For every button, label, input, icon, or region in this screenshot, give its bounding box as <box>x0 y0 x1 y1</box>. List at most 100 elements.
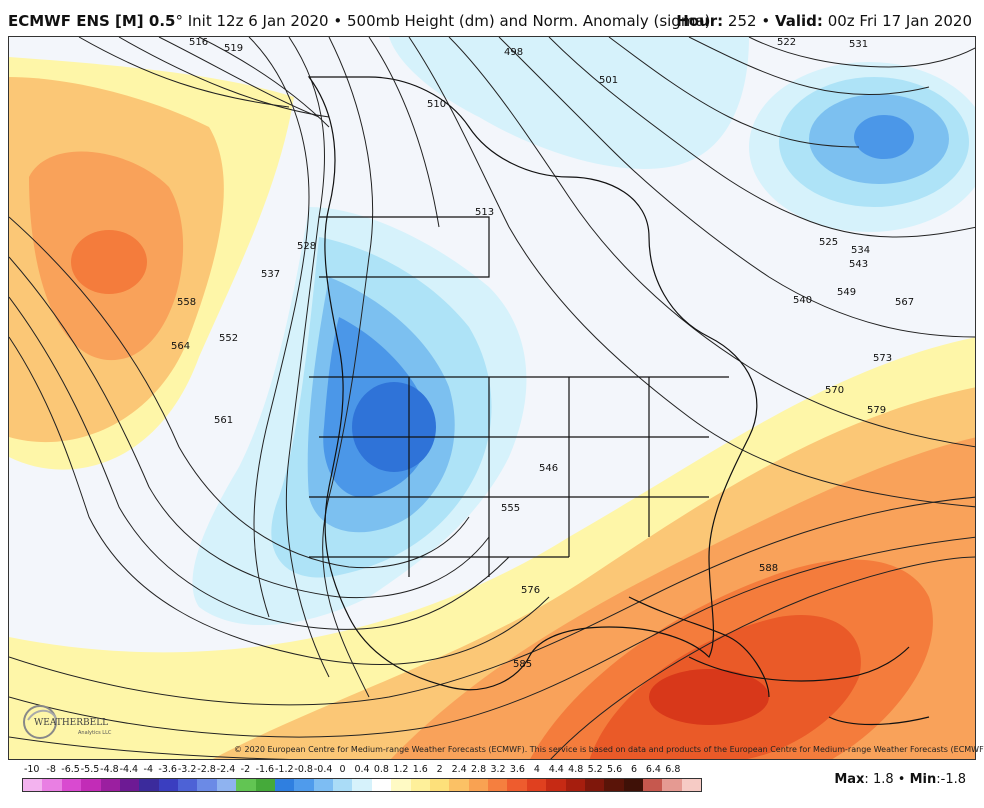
separator: • <box>761 12 771 30</box>
contour-label: 555 <box>501 503 520 514</box>
logo-text: WEATHERBELL <box>34 718 108 728</box>
colorbar-swatch <box>662 779 682 791</box>
warm-anomaly-west-core <box>71 230 147 294</box>
min-label: Min <box>909 772 937 787</box>
colorbar-tick-label: 3.2 <box>490 764 506 775</box>
colorbar-swatch <box>255 779 275 791</box>
colorbar-swatch <box>681 779 702 791</box>
colorbar-swatch <box>236 779 256 791</box>
contour-label: 519 <box>224 43 243 54</box>
colorbar-tick-label: 6.8 <box>665 764 681 775</box>
colorbar-tick-label: -1.6 <box>255 764 275 775</box>
colorbar-swatch <box>565 779 585 791</box>
valid-label: Valid: <box>774 12 823 30</box>
colorbar-tick-label: -4 <box>143 764 154 775</box>
colorbar-swatch <box>488 779 508 791</box>
contour-label: 576 <box>521 585 540 596</box>
colorbar-ticks: -10 -8 -6.5 -5.5 -4.8 -4.4 -4 -3.6 -3.2 -2.8 -2.4-… <box>16 764 706 778</box>
contour-label: 537 <box>261 269 280 280</box>
max-value: 1.8 <box>872 772 894 787</box>
colorbar-tick-label: -4.4 <box>119 764 139 775</box>
colorbar-swatch <box>604 779 624 791</box>
land-outlines <box>307 76 930 726</box>
chart-title: ECMWF ENS [M] 0.5° Init 12z 6 Jan 2020 •… <box>8 12 711 30</box>
contour-label: 528 <box>297 241 316 252</box>
colorbar-tick-label: 0 <box>339 764 346 775</box>
header: ECMWF ENS [M] 0.5° Init 12z 6 Jan 2020 •… <box>0 0 984 36</box>
colorbar-tick-label: -8 <box>46 764 56 775</box>
colorbar-swatch <box>429 779 450 791</box>
contour-label: 561 <box>214 415 233 426</box>
contour-label: 546 <box>539 463 558 474</box>
colorbar-tick-label: 4.4 <box>548 764 564 775</box>
contour-label: 573 <box>873 353 892 364</box>
contour-label: 567 <box>895 297 914 308</box>
warm-anomaly-core <box>649 669 769 725</box>
colorbar-swatch <box>352 779 372 791</box>
contour-label: 579 <box>867 405 886 416</box>
contour-label: 501 <box>599 75 618 86</box>
colorbar-swatch <box>81 779 101 791</box>
min-value: -1.8 <box>940 772 966 787</box>
colorbar-swatch <box>313 779 333 791</box>
contour-label: 585 <box>513 659 532 670</box>
colorbar-swatch <box>274 779 295 791</box>
colorbar-tick-label: 4.8 <box>568 764 584 775</box>
colorbar-swatch <box>468 779 488 791</box>
contour-label: 525 <box>819 237 838 248</box>
colorbar-swatch <box>449 779 469 791</box>
logo-subtext: Analytics LLC <box>78 730 112 736</box>
contour-label: 522 <box>777 37 796 48</box>
hour-label: Hour: <box>676 12 724 30</box>
contour-label: 558 <box>177 297 196 308</box>
colorbar-tick-label: -2.8 <box>197 764 216 775</box>
colorbar-swatch <box>333 779 353 791</box>
colorbar-swatch <box>23 779 43 791</box>
colorbar-swatches <box>22 778 702 792</box>
colorbar-swatch <box>197 779 217 791</box>
colorbar-tick-label: -2 <box>240 764 251 775</box>
colorbar-swatch <box>139 779 159 791</box>
colorbar-swatch <box>623 779 643 791</box>
logo-mark: WEATHERBELL Analytics LLC <box>23 705 112 739</box>
cold-anomaly-atlantic-core <box>854 115 914 159</box>
colorbar-swatch <box>119 779 140 791</box>
colorbar-tick-label: -0.8 <box>294 764 313 775</box>
degree-symbol: ° <box>175 12 183 30</box>
colorbar-tick-label: -0.4 <box>313 764 333 775</box>
contour-label: 534 <box>851 245 870 256</box>
contour-label: 552 <box>219 333 238 344</box>
colorbar-swatch <box>216 779 237 791</box>
max-min-stats: Max: 1.8 • Min:-1.8 <box>834 772 966 787</box>
colorbar-tick-label: 6.4 <box>645 764 661 775</box>
contour-label: 540 <box>793 295 812 306</box>
colorbar-tick-label: 0.4 <box>354 764 370 775</box>
contour-label: 588 <box>759 563 778 574</box>
colorbar-tick-label: 3.6 <box>509 764 525 775</box>
contour-label: 531 <box>849 39 868 50</box>
contour-label: 513 <box>475 207 494 218</box>
colorbar-tick-label: 2.8 <box>471 764 487 775</box>
contour-label: 543 <box>849 259 868 270</box>
anomaly-map: 516 519 498 501 522 531 510 513 528 537 … <box>8 36 976 760</box>
colorbar-swatch <box>507 779 527 791</box>
colorbar: -10 -8 -6.5 -5.5 -4.8 -4.4 -4 -3.6 -3.2 -2.8 -2.4-… <box>16 764 706 804</box>
colorbar-swatch <box>584 779 605 791</box>
colorbar-tick-label: -1.2 <box>275 764 294 775</box>
colorbar-swatch <box>178 779 198 791</box>
colorbar-swatch <box>100 779 120 791</box>
colorbar-swatch <box>294 779 314 791</box>
valid-value: 00z Fri 17 Jan 2020 <box>827 12 972 30</box>
colorbar-tick-label: 2.4 <box>451 764 467 775</box>
colorbar-swatch <box>371 779 392 791</box>
contour-label: 549 <box>837 287 856 298</box>
hour-value: 252 <box>727 12 757 30</box>
colorbar-tick-label: 1.6 <box>412 764 428 775</box>
colorbar-swatch <box>410 779 430 791</box>
colorbar-swatch <box>643 779 663 791</box>
stats-separator: • <box>897 772 906 787</box>
contour-label: 510 <box>427 99 446 110</box>
colorbar-tick-label: -2.4 <box>216 764 236 775</box>
colorbar-tick-label: 5.2 <box>587 764 603 775</box>
colorbar-tick-label: -3.6 <box>158 764 177 775</box>
